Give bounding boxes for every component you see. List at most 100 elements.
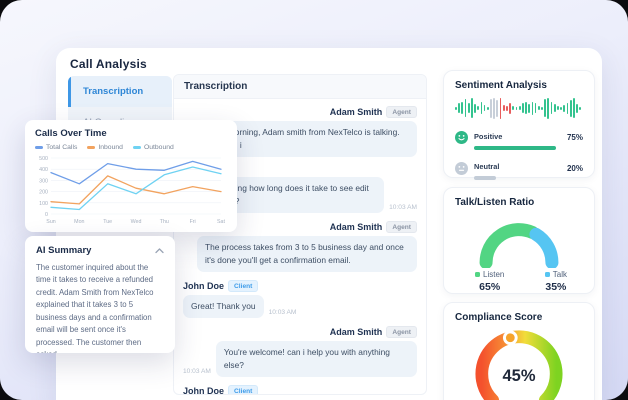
total-calls-dash-icon [35, 146, 43, 149]
role-badge: Client [228, 280, 259, 293]
message-bubble: Great! Thank you [183, 295, 264, 319]
ai-summary-card: AI Summary The customer inquired about t… [25, 236, 175, 353]
sentiment-percentage: 75% [566, 133, 583, 142]
waveform-bar [467, 103, 470, 113]
chevron-up-icon[interactable] [155, 247, 164, 254]
calls-over-time-card: Calls Over Time Total Calls Inbound Outb… [25, 120, 237, 232]
compliance-gauge [475, 330, 563, 400]
waveform-bar [512, 106, 515, 110]
sentiment-percentage: 20% [566, 163, 583, 173]
waveform-bar [569, 99, 572, 117]
waveform-bar [515, 106, 518, 110]
waveform-bar [579, 106, 582, 110]
ai-summary-title: AI Summary [36, 245, 92, 256]
waveform-bar [496, 99, 499, 117]
waveform-bar [464, 99, 467, 117]
calls-over-time-title: Calls Over Time [35, 128, 107, 139]
waveform-bar [537, 106, 540, 110]
legend-inbound: Inbound [87, 144, 123, 151]
waveform-bar [502, 105, 505, 111]
svg-text:Fri: Fri [190, 219, 196, 225]
svg-text:400: 400 [39, 167, 48, 173]
talk-listen-ratio-card: Talk/Listen Ratio Listen 65% Talk 35% [443, 187, 595, 294]
waveform-bar [470, 98, 473, 118]
talk-listen-ratio-title: Talk/Listen Ratio [455, 197, 535, 208]
sentiment-bar [474, 176, 496, 180]
sidebar-item-transcription[interactable]: Transcription [68, 76, 172, 107]
listen-dot-icon [475, 272, 480, 277]
svg-text:Thu: Thu [160, 219, 169, 225]
outbound-dash-icon [132, 146, 141, 149]
compliance-score-value: 45% [502, 367, 536, 385]
waveform-bar [525, 102, 527, 114]
sentiment-analysis-card: Sentiment Analysis Positive 75% Neutral [443, 70, 595, 211]
waveform-bar [521, 103, 524, 113]
message-bubble: You're welcome! can i help you with anyt… [215, 341, 417, 378]
waveform-bar [576, 103, 578, 113]
svg-text:0: 0 [45, 212, 48, 218]
waveform-bar [490, 98, 492, 118]
talk-listen-gauge [479, 223, 559, 268]
svg-text:Mon: Mon [74, 219, 84, 225]
calls-chart-legend: Total Calls Inbound Outbound [35, 144, 227, 151]
waveform-bar [547, 97, 550, 119]
svg-text:500: 500 [39, 156, 48, 162]
flat-face-icon [455, 161, 468, 175]
listen-legend-item: Listen 65% [475, 270, 504, 293]
waveform-bar [455, 106, 457, 110]
talk-dot-icon [544, 272, 550, 277]
audio-waveform [455, 97, 583, 119]
sentiment-row-positive: Positive 75% [455, 126, 583, 150]
legend-outbound: Outbound [132, 144, 174, 151]
waveform-bar [461, 102, 464, 114]
role-badge: Agent [386, 326, 417, 339]
waveform-bar [563, 104, 566, 112]
chat-message-list[interactable]: Adam Smith Agent Good morning, Adam smit… [174, 99, 426, 395]
sentiment-label: Positive [474, 131, 503, 141]
sender-name: Adam Smith [329, 327, 383, 338]
sentiment-row-neutral: Neutral 20% [455, 156, 583, 180]
waveform-bar [486, 106, 489, 110]
role-badge: Client [228, 385, 259, 394]
waveform-bar [560, 106, 562, 110]
waveform-bar [531, 101, 534, 115]
waveform-bar [566, 102, 569, 114]
talk-label: Talk [552, 270, 567, 279]
waveform-bar [541, 106, 543, 110]
sentiment-label: Neutral [474, 162, 500, 171]
talk-legend-item: Talk 35% [544, 270, 567, 293]
waveform-bar [572, 98, 575, 118]
message-bubble: The process takes from 3 to 5 business d… [197, 236, 417, 273]
page-title: Call Analysis [70, 57, 147, 71]
waveform-bar [544, 99, 547, 117]
chat-message: John Doe Client 10:03 AM Great! Thank yo… [183, 280, 417, 319]
sender-name: John Doe [183, 386, 225, 395]
talk-listen-legend: Listen 65% Talk 35% [455, 268, 583, 293]
svg-text:Sun: Sun [46, 219, 55, 225]
waveform-bar [534, 103, 537, 113]
waveform-bar [483, 105, 486, 111]
waveform-bar [550, 102, 553, 114]
transcription-panel: Transcription Adam Smith Agent Good morn… [173, 74, 427, 395]
legend-total-calls: Total Calls [35, 144, 77, 151]
timestamp: 10:03 AM [183, 368, 211, 376]
svg-text:100: 100 [39, 201, 48, 207]
ai-summary-text: The customer inquired about the time it … [36, 263, 154, 353]
inbound-dash-icon [87, 146, 96, 149]
waveform-bar [553, 104, 556, 112]
waveform-bar [528, 103, 531, 113]
waveform-bar [557, 106, 559, 110]
listen-value: 65% [479, 281, 501, 293]
chat-message: Adam Smith Agent The process takes from … [183, 221, 417, 273]
svg-text:Tue: Tue [103, 219, 112, 225]
sender-name: Adam Smith [329, 107, 383, 117]
timestamp: 10:03 AM [268, 309, 297, 317]
svg-text:300: 300 [39, 178, 48, 184]
compliance-score-card: Compliance Score 45% [443, 302, 595, 400]
waveform-bar [474, 103, 476, 113]
waveform-bar [493, 97, 496, 119]
sentiment-analysis-title: Sentiment Analysis [455, 80, 547, 91]
waveform-bar [509, 102, 511, 114]
waveform-bar [499, 97, 502, 119]
